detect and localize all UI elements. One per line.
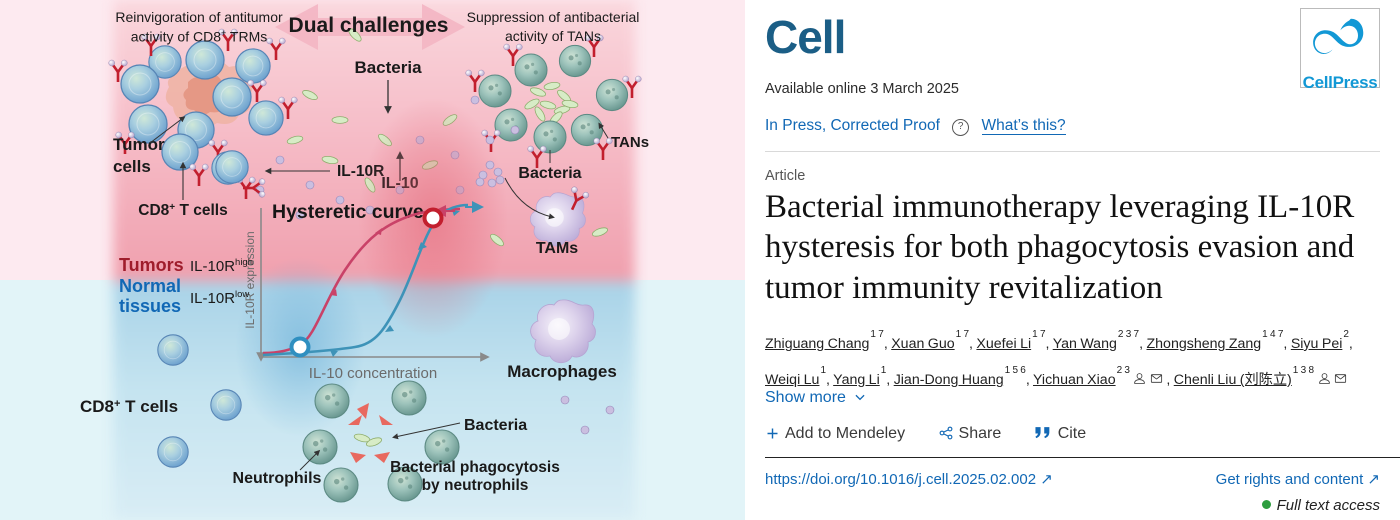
svg-text:IL-10 concentration: IL-10 concentration: [309, 365, 437, 382]
svg-text:Bacterial phagocytosis: Bacterial phagocytosis: [390, 459, 560, 476]
svg-text:Normal: Normal: [119, 276, 181, 296]
svg-text:cells: cells: [113, 157, 151, 176]
svg-text:Neutrophils: Neutrophils: [233, 470, 322, 487]
svg-text:Tumors: Tumors: [119, 255, 184, 275]
svg-text:IL-10R expression: IL-10R expression: [243, 231, 257, 328]
svg-text:tissues: tissues: [119, 296, 181, 316]
svg-text:TANs: TANs: [611, 134, 649, 151]
svg-text:Bacteria: Bacteria: [518, 165, 581, 182]
svg-text:CD8+ T cells: CD8+ T cells: [80, 397, 178, 416]
svg-text:IL-10Rlow: IL-10Rlow: [190, 289, 249, 307]
svg-text:Macrophages: Macrophages: [507, 362, 617, 381]
svg-text:CD8+ T cells: CD8+ T cells: [138, 202, 227, 219]
svg-text:by neutrophils: by neutrophils: [422, 477, 529, 494]
svg-text:Bacteria: Bacteria: [354, 58, 422, 77]
svg-text:Bacteria: Bacteria: [464, 417, 527, 434]
svg-text:TAMs: TAMs: [536, 240, 578, 257]
